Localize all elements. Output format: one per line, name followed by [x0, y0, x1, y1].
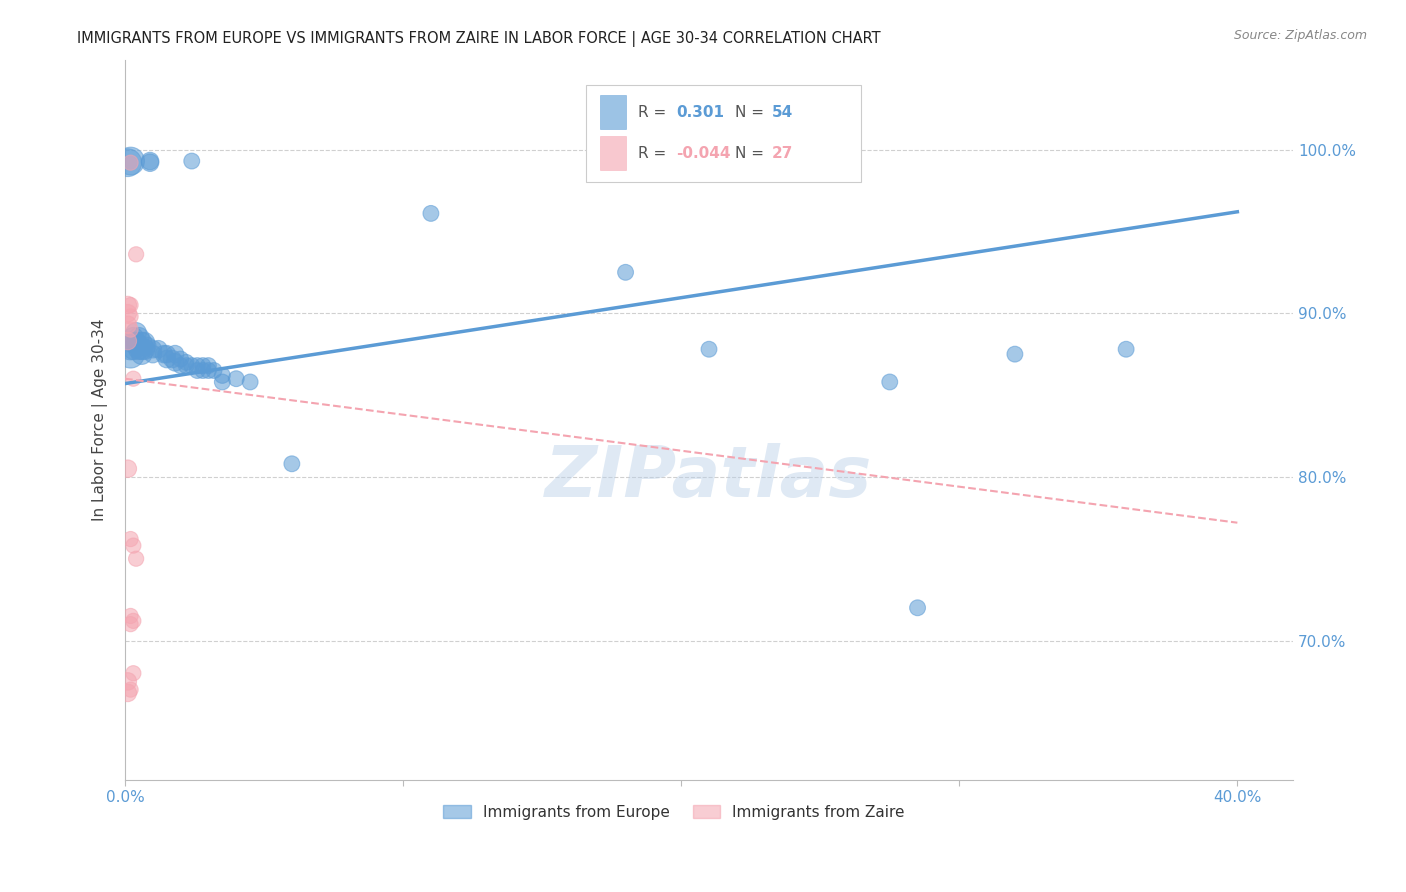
Point — [142, 343, 165, 357]
Point — [122, 343, 145, 357]
Legend: Immigrants from Europe, Immigrants from Zaire: Immigrants from Europe, Immigrants from … — [437, 798, 911, 826]
Point — [148, 343, 170, 357]
Point — [239, 375, 262, 389]
Point — [134, 343, 156, 357]
Bar — [600, 95, 626, 129]
Point — [125, 551, 148, 566]
Point — [139, 155, 162, 169]
Point — [120, 323, 142, 337]
Point — [131, 347, 153, 361]
Point — [117, 298, 139, 312]
Point — [120, 154, 142, 169]
Point — [614, 265, 637, 279]
Point — [117, 155, 139, 169]
Point — [211, 368, 233, 383]
Point — [202, 363, 225, 377]
Point — [907, 600, 929, 615]
Point — [120, 339, 142, 353]
Text: -0.044: -0.044 — [676, 145, 731, 161]
Text: 0.301: 0.301 — [676, 104, 724, 120]
Point — [186, 359, 208, 373]
Text: N =: N = — [735, 145, 769, 161]
Point — [128, 343, 150, 357]
Text: Source: ZipAtlas.com: Source: ZipAtlas.com — [1233, 29, 1367, 42]
Point — [165, 347, 187, 361]
Text: 54: 54 — [772, 104, 793, 120]
Point — [128, 331, 150, 345]
Point — [125, 247, 148, 261]
Point — [225, 372, 247, 386]
Point — [156, 347, 179, 361]
Point — [211, 375, 233, 389]
Point — [169, 359, 191, 373]
Point — [122, 372, 145, 386]
Point — [139, 154, 162, 169]
Point — [153, 347, 176, 361]
Point — [120, 617, 142, 632]
Point — [120, 532, 142, 546]
Point — [165, 355, 187, 369]
Point — [120, 298, 142, 312]
Point — [131, 335, 153, 350]
Point — [136, 339, 159, 353]
Point — [122, 539, 145, 553]
Point — [169, 352, 191, 367]
Point — [128, 339, 150, 353]
Point — [180, 359, 202, 373]
Bar — [586, 85, 860, 182]
Point — [122, 331, 145, 345]
Text: ZIPatlas: ZIPatlas — [546, 442, 873, 512]
Point — [156, 352, 179, 367]
Point — [122, 614, 145, 628]
Point — [191, 363, 214, 377]
Point — [120, 609, 142, 624]
Point — [281, 457, 304, 471]
Point — [125, 326, 148, 340]
Text: IMMIGRANTS FROM EUROPE VS IMMIGRANTS FROM ZAIRE IN LABOR FORCE | AGE 30-34 CORRE: IMMIGRANTS FROM EUROPE VS IMMIGRANTS FRO… — [77, 31, 882, 47]
Text: N =: N = — [735, 104, 769, 120]
Point — [697, 343, 720, 357]
Point — [120, 682, 142, 697]
Point — [174, 359, 197, 373]
Point — [117, 306, 139, 320]
Bar — [600, 136, 626, 170]
Point — [142, 347, 165, 361]
Point — [879, 375, 901, 389]
Point — [162, 352, 184, 367]
Y-axis label: In Labor Force | Age 30-34: In Labor Force | Age 30-34 — [93, 318, 108, 521]
Point — [186, 363, 208, 377]
Point — [419, 206, 441, 220]
Point — [174, 355, 197, 369]
Point — [122, 335, 145, 350]
Point — [122, 666, 145, 681]
Point — [120, 347, 142, 361]
Text: 27: 27 — [772, 145, 793, 161]
Text: R =: R = — [638, 104, 671, 120]
Point — [120, 310, 142, 324]
Point — [1004, 347, 1026, 361]
Point — [131, 343, 153, 357]
Point — [117, 334, 139, 348]
Point — [117, 318, 139, 332]
Point — [125, 335, 148, 350]
Point — [117, 686, 139, 700]
Point — [180, 154, 202, 169]
Point — [191, 359, 214, 373]
Point — [1115, 343, 1137, 357]
Point — [197, 363, 219, 377]
Point — [120, 155, 142, 169]
Point — [117, 461, 139, 475]
Text: R =: R = — [638, 145, 671, 161]
Point — [134, 335, 156, 350]
Point — [197, 359, 219, 373]
Point — [117, 674, 139, 689]
